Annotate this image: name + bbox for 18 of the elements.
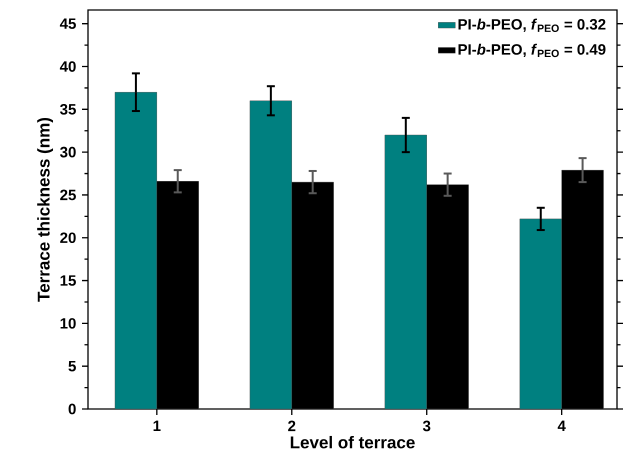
legend-label: PI-b-PEO, f$_{PEO}$ = 0.49	[458, 44, 606, 58]
y-tick-label: 5	[68, 360, 76, 372]
y-tick-label: 40	[60, 61, 76, 72]
x-tick-label: 1	[154, 420, 161, 431]
x-tick-label: 4	[558, 420, 566, 431]
y-tick-label: 45	[60, 18, 76, 29]
y-tick-label: 25	[60, 190, 76, 200]
x-tick-label: 2	[288, 420, 296, 432]
y-axis-title: Terrace thickness (nm)	[37, 118, 54, 302]
y-tick-label: 20	[60, 232, 76, 244]
y-tick-label: 15	[60, 275, 76, 286]
y-tick-label: 30	[60, 146, 76, 158]
x-axis-title: Level of terrace	[290, 436, 415, 448]
x-tick-label: 3	[422, 420, 430, 432]
y-tick-label: 35	[60, 104, 76, 115]
y-tick-label: 0	[68, 404, 76, 414]
legend-label: PI-b-PEO, f$_{PEO}$ = 0.32	[458, 18, 606, 32]
y-tick-label: 10	[60, 318, 76, 329]
